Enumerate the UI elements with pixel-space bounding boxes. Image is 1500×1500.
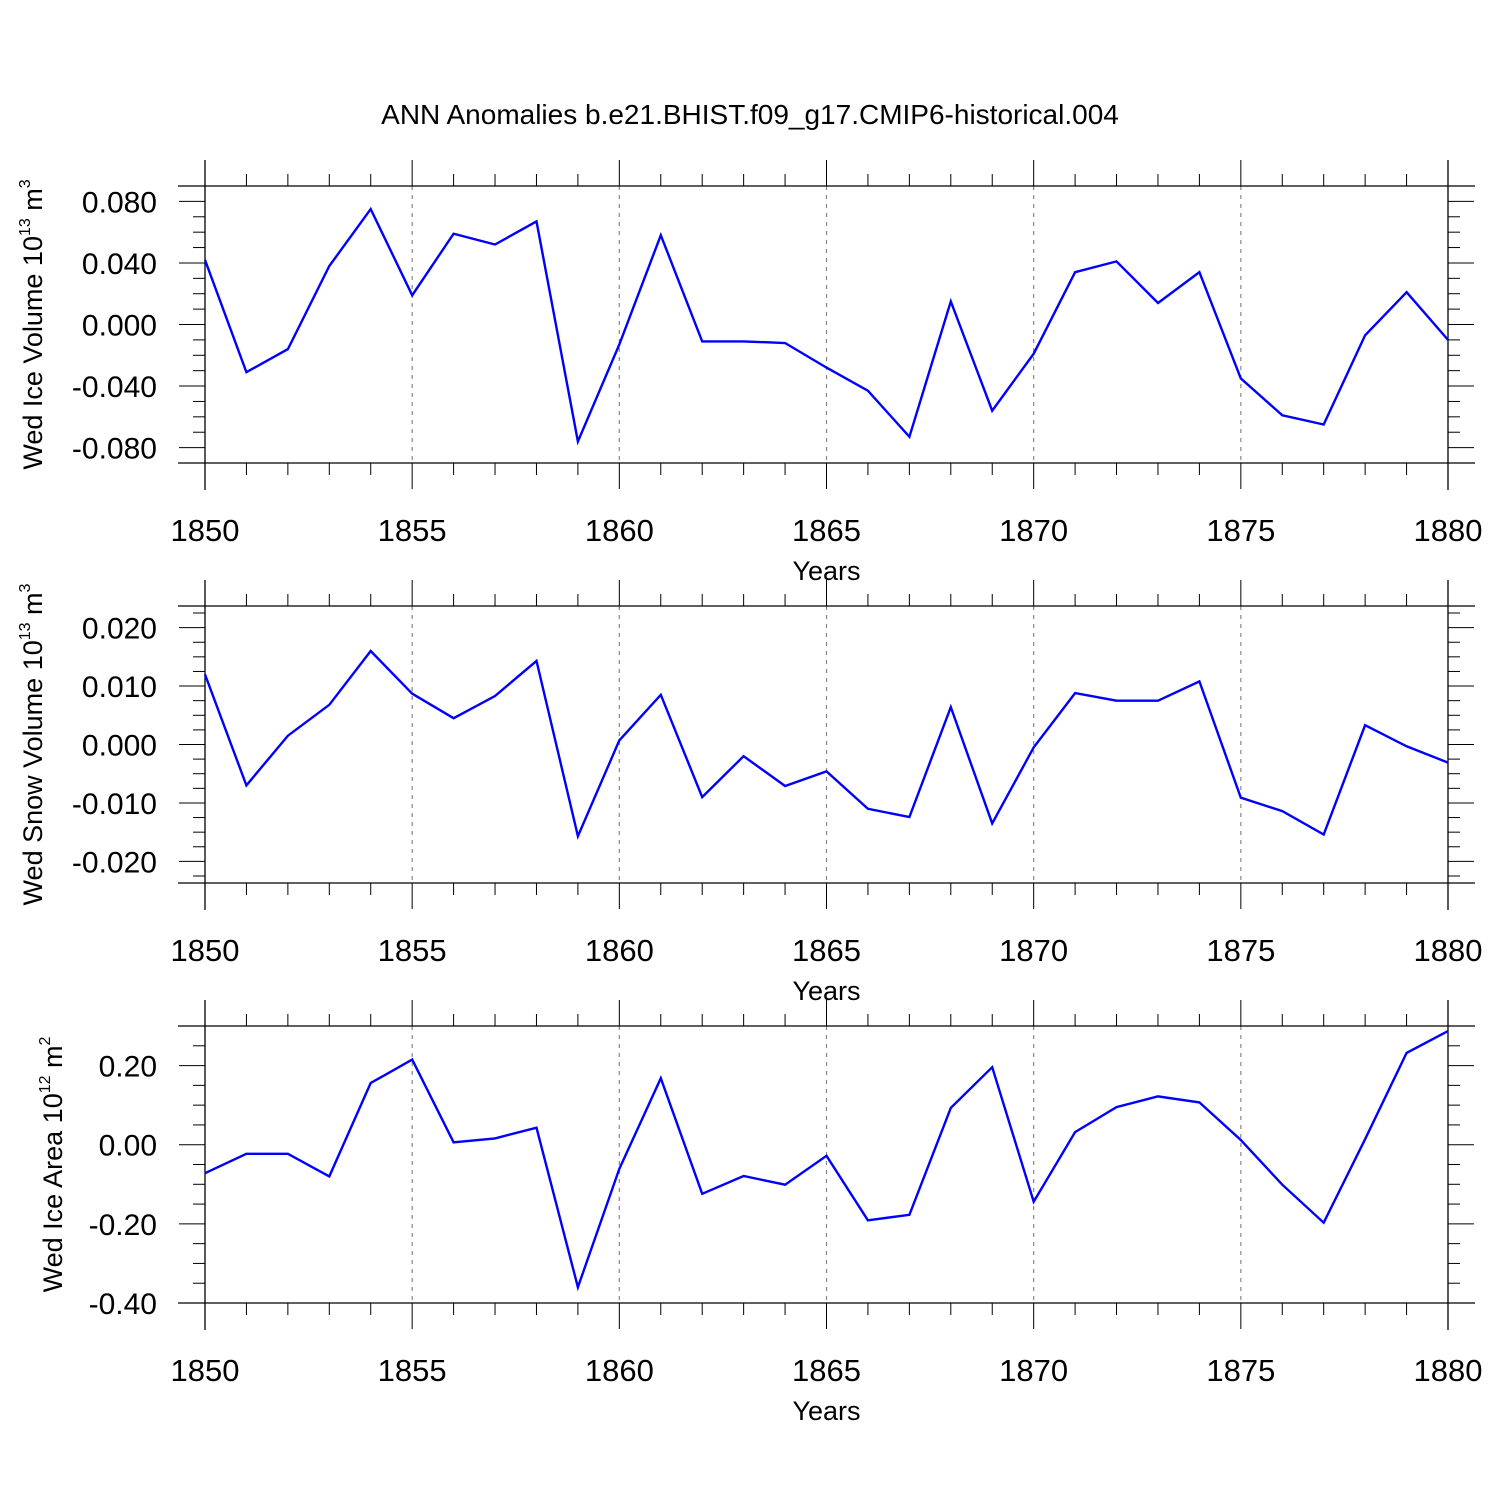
series-line [204,1030,1449,1292]
y-axis-label-text: Wed Snow Volume 10 [18,640,48,905]
x-tick-label: 1870 [999,933,1068,968]
chart-panel-3: -0.40 -0.20 0.00 0.20 1850 1855 1860 1865 1870 18… [37,1000,1482,1426]
y-axis-label: Wed Snow Volume 1013 m3 [17,583,48,905]
y-axis-label-text: m [18,592,48,622]
y-tick-label: 0.000 [82,730,157,763]
y-axis-label-superscript: 3 [17,583,34,592]
y-tick-label: 0.20 [99,1051,157,1084]
y-axis-label-superscript: 13 [17,622,34,640]
x-axis-label: Years [792,1396,860,1426]
y-axis-label-text: Wed Ice Volume 10 [18,236,48,470]
chart-panel-2: -0.020 -0.010 0.000 0.010 0.020 1850 1855 1860 1… [17,580,1482,1006]
x-tick-label: 1855 [378,513,447,548]
x-tick-label: 1880 [1414,1353,1483,1388]
y-tick-label: -0.020 [72,846,157,879]
y-tick-label: -0.20 [89,1209,157,1242]
y-axis-label-superscript: 13 [17,218,34,236]
x-tick-label: 1865 [792,1353,861,1388]
x-tick-label: 1855 [378,933,447,968]
y-tick-label: 0.080 [82,186,157,219]
x-tick-label: 1880 [1414,513,1483,548]
figure-title: ANN Anomalies b.e21.BHIST.f09_g17.CMIP6-… [381,99,1119,130]
y-axis-label-text: m [38,1045,68,1075]
y-axis-label: Wed Ice Area 1012 m2 [37,1036,68,1292]
y-tick-label: 0.010 [82,671,157,704]
x-tick-label: 1850 [171,513,240,548]
x-tick-label: 1855 [378,1353,447,1388]
y-axis-label: Wed Ice Volume 1013 m3 [17,179,48,469]
x-tick-label: 1870 [999,1353,1068,1388]
x-tick-label: 1865 [792,933,861,968]
chart-panels: -0.080 -0.040 0.000 0.040 0.080 1850 1855 1860 1… [17,160,1482,1426]
x-tick-label: 1870 [999,513,1068,548]
y-tick-label: -0.40 [89,1288,157,1321]
y-axis-label-superscript: 2 [37,1036,54,1045]
y-tick-label: 0.00 [99,1130,157,1163]
x-tick-label: 1875 [1206,1353,1275,1388]
y-tick-label: 0.040 [82,248,157,281]
series-line [203,649,1449,841]
y-axis-label-text: Wed Ice Area 10 [38,1093,68,1292]
y-axis-label-superscript: 3 [17,179,34,188]
y-axis-label-text: m [18,188,48,218]
y-tick-label: 0.000 [82,310,157,343]
y-tick-label: -0.010 [72,788,157,821]
series-line [203,206,1449,446]
y-tick-label: -0.080 [72,433,157,466]
x-tick-label: 1875 [1206,513,1275,548]
y-axis-label-superscript: 12 [37,1075,54,1093]
x-tick-label: 1860 [585,1353,654,1388]
x-tick-label: 1875 [1206,933,1275,968]
x-tick-label: 1880 [1414,933,1483,968]
x-tick-label: 1860 [585,933,654,968]
chart-panel-1: -0.080 -0.040 0.000 0.040 0.080 1850 1855 1860 1… [17,160,1482,586]
x-tick-label: 1850 [171,1353,240,1388]
x-tick-label: 1850 [171,933,240,968]
y-tick-label: 0.020 [82,613,157,646]
x-tick-label: 1865 [792,513,861,548]
y-tick-label: -0.040 [72,371,157,404]
x-tick-label: 1860 [585,513,654,548]
